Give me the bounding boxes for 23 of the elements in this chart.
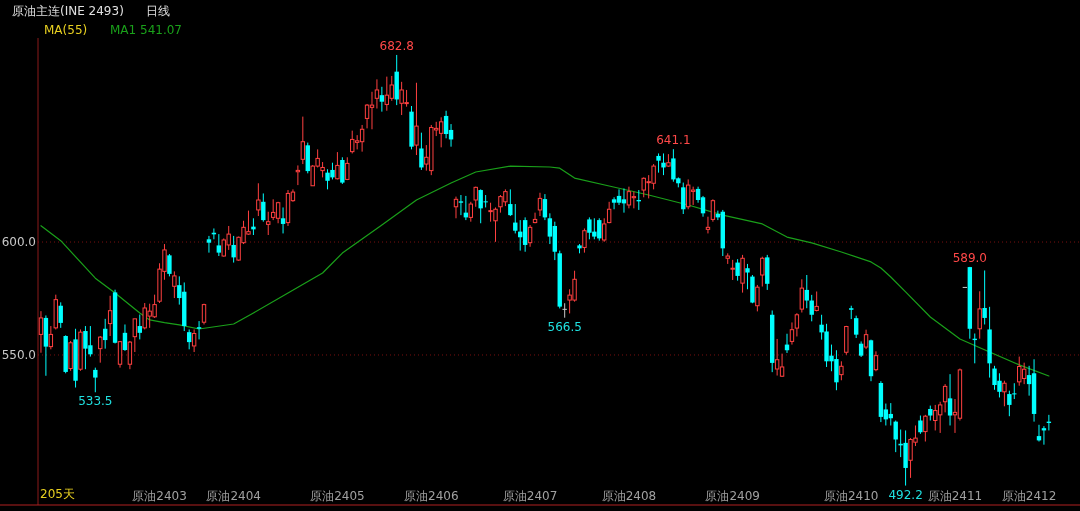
annotation: 492.2 <box>888 487 923 502</box>
text: MA1 541.07 <box>110 23 182 37</box>
annotation: 566.5 <box>547 319 582 334</box>
annotation: 641.1 <box>656 133 691 148</box>
y-tick-label: 600.0 <box>1 235 36 250</box>
annotation: 533.5 <box>78 394 113 409</box>
annotation: 205天 <box>40 487 75 501</box>
annotation: 682.8 <box>379 38 414 53</box>
chart-subtitle: 日线 <box>146 4 170 18</box>
x-tick-label: 原油2408 <box>601 489 657 503</box>
x-tick-label: 原油2409 <box>705 489 760 503</box>
chart-title: 原油主连(INE 2493) <box>12 4 124 18</box>
y-tick-label: 550.0 <box>1 347 36 362</box>
x-tick-label: 原油2410 <box>823 489 879 503</box>
x-tick-label: 原油2407 <box>502 489 558 503</box>
x-tick-label: 原油2404 <box>206 489 261 503</box>
x-tick-label: 原油2412 <box>1001 489 1057 503</box>
x-tick-label: 原油2411 <box>927 489 983 503</box>
x-tick-label: 原油2406 <box>404 489 459 503</box>
x-tick-label: 原油2403 <box>132 489 187 503</box>
x-tick-label: 原油2405 <box>310 489 365 503</box>
annotation: 589.0 <box>952 250 987 265</box>
legend-title: MA(55) <box>44 23 88 37</box>
